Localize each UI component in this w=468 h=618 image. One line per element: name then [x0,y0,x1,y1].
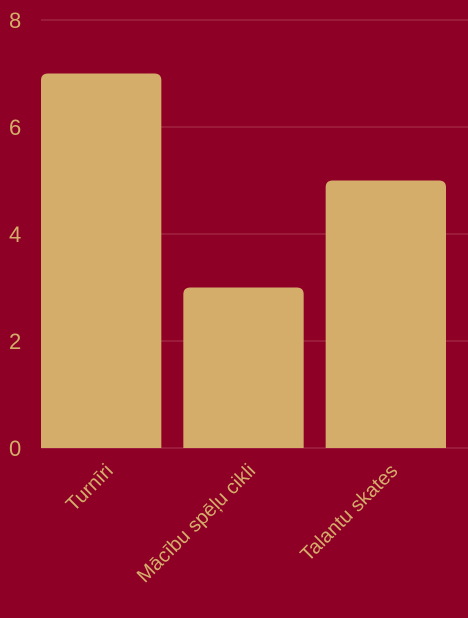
bars [41,73,446,448]
y-axis-ticks: 0 2 4 6 8 [9,8,21,461]
y-tick-label: 4 [9,222,21,247]
bar-3 [325,180,446,448]
x-axis-ticks: Turnīri Mācību spēļu cikli Talantu skates [62,460,403,587]
y-tick-label: 0 [9,436,21,461]
x-tick-label: Mācību spēļu cikli [133,460,260,587]
bar-2 [183,287,304,448]
y-tick-label: 8 [9,8,21,33]
y-tick-label: 2 [9,329,21,354]
y-tick-label: 6 [9,115,21,140]
x-tick-label: Turnīri [62,460,118,516]
bar-1 [41,73,162,448]
x-tick-label: Talantu skates [296,460,402,566]
